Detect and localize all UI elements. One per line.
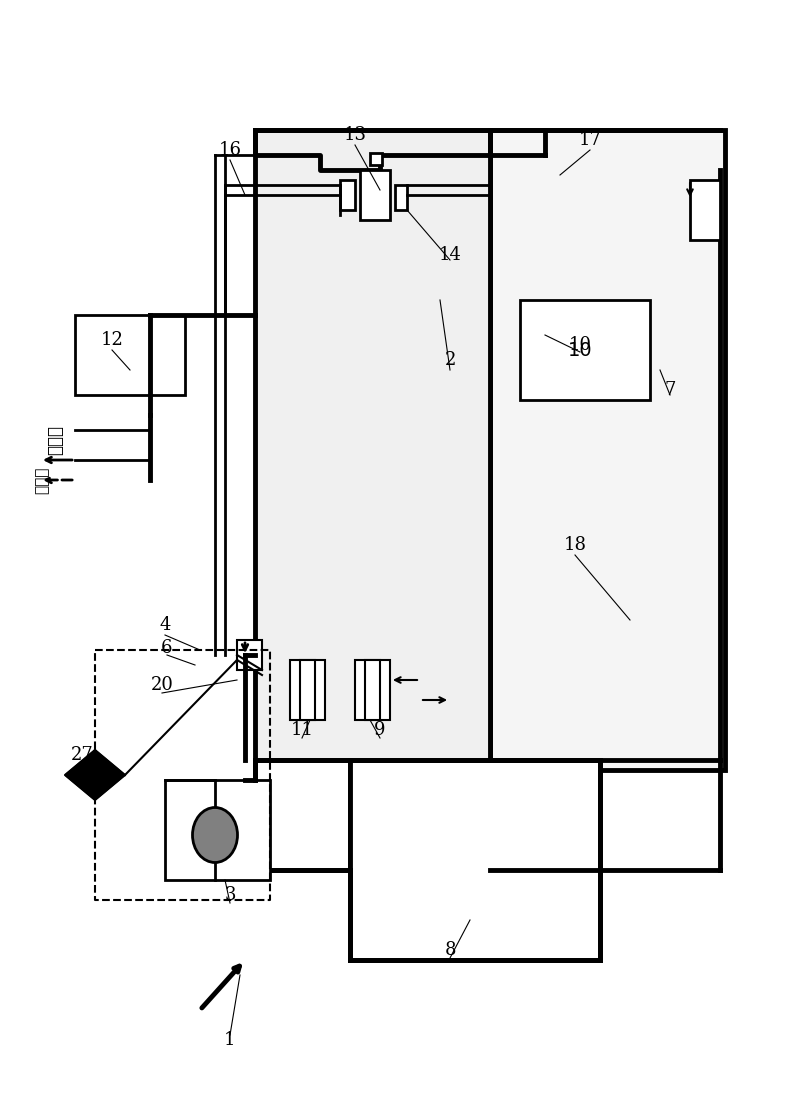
Text: 1: 1 <box>224 1031 236 1049</box>
Text: 20: 20 <box>150 676 174 694</box>
Text: 13: 13 <box>343 126 366 144</box>
Text: 7: 7 <box>664 381 676 399</box>
Bar <box>690 180 720 240</box>
Text: 17: 17 <box>578 131 602 149</box>
Text: 9: 9 <box>374 721 386 739</box>
Bar <box>370 152 382 165</box>
Text: 12: 12 <box>101 331 123 349</box>
Polygon shape <box>65 750 125 800</box>
Bar <box>300 660 315 720</box>
Text: 27: 27 <box>70 746 94 764</box>
Bar <box>365 660 380 720</box>
Text: 至车厢: 至车厢 <box>46 425 64 455</box>
Text: 10: 10 <box>569 336 591 354</box>
Text: 10: 10 <box>568 340 592 360</box>
Text: 14: 14 <box>438 246 462 264</box>
Text: 11: 11 <box>290 721 314 739</box>
Bar <box>165 780 270 880</box>
Bar <box>395 185 407 210</box>
Bar <box>355 660 390 720</box>
Bar <box>290 660 325 720</box>
Bar <box>255 131 490 770</box>
Text: 3: 3 <box>224 886 236 904</box>
Text: 16: 16 <box>218 142 242 159</box>
Text: 6: 6 <box>162 638 173 657</box>
Bar <box>237 640 262 670</box>
Bar <box>255 760 350 870</box>
Bar <box>490 131 725 770</box>
Bar <box>520 299 650 400</box>
Text: 至车厢: 至车厢 <box>34 466 50 494</box>
Text: 8: 8 <box>444 941 456 959</box>
Bar <box>360 170 390 220</box>
Text: 4: 4 <box>159 617 170 634</box>
Text: 2: 2 <box>444 351 456 369</box>
Bar <box>340 180 355 210</box>
Ellipse shape <box>193 807 238 862</box>
Bar <box>75 315 185 395</box>
Bar <box>350 760 600 960</box>
Text: 18: 18 <box>563 536 586 554</box>
